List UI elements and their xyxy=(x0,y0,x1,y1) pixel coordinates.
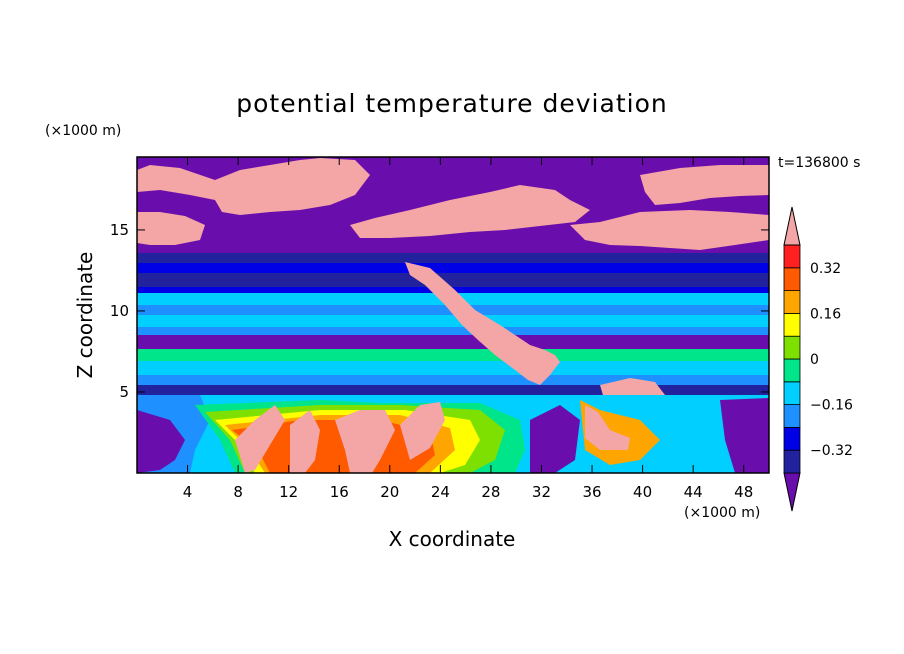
x-tick-label: 24 xyxy=(431,483,450,501)
field-region xyxy=(350,185,590,238)
x-tick-label: 16 xyxy=(330,483,349,501)
colorbar-extend-high xyxy=(783,206,801,246)
x-tick-label: 12 xyxy=(279,483,298,501)
field-band xyxy=(137,273,769,287)
colorbar-tick-label: 0 xyxy=(810,352,819,368)
field-band xyxy=(137,385,769,395)
x-tick-label: 32 xyxy=(532,483,551,501)
field-band xyxy=(137,315,769,327)
field-band xyxy=(137,327,769,335)
field-band xyxy=(137,361,769,375)
x-tick-label: 44 xyxy=(684,483,703,501)
colorbar xyxy=(783,206,801,512)
x-unit-label: (×1000 m) xyxy=(684,505,760,521)
field-region xyxy=(137,212,205,245)
colorbar-tick-label: 0.16 xyxy=(810,306,841,322)
y-tick-label: 10 xyxy=(110,302,129,320)
field-region xyxy=(640,165,769,205)
y-axis-label: Z coordinate xyxy=(73,252,97,379)
field-band xyxy=(137,335,769,349)
field-region xyxy=(400,402,445,460)
x-axis-ticks: 4 8 12 16 20 24 28 32 36 40 44 48 xyxy=(183,157,753,501)
colorbar-box xyxy=(783,426,801,451)
field-region xyxy=(137,410,185,473)
x-tick-label: 8 xyxy=(233,483,243,501)
field-region xyxy=(570,210,769,250)
colorbar-tick-label: 0.32 xyxy=(810,261,841,277)
colorbar-box xyxy=(783,290,801,314)
field-band xyxy=(137,375,769,385)
colorbar-box xyxy=(783,449,801,474)
field-band xyxy=(137,263,769,273)
y-tick-label: 5 xyxy=(119,383,129,401)
field-region xyxy=(137,158,370,215)
field-band xyxy=(137,349,769,361)
x-tick-label: 40 xyxy=(633,483,652,501)
field-region xyxy=(335,410,395,473)
y-axis-ticks: 5 10 15 xyxy=(110,221,769,401)
y-unit-label: (×1000 m) xyxy=(45,123,121,139)
field-region xyxy=(405,262,560,385)
x-tick-label: 4 xyxy=(183,483,193,501)
field-region xyxy=(290,410,320,473)
colorbar-box xyxy=(783,381,801,405)
field-region xyxy=(720,398,769,473)
x-tick-label: 48 xyxy=(734,483,753,501)
field-band xyxy=(137,253,769,263)
colorbar-box xyxy=(783,244,801,269)
colorbar-labels: 0.32 0.16 0 −0.16 −0.32 xyxy=(810,261,853,459)
colorbar-box xyxy=(783,404,801,428)
x-tick-label: 36 xyxy=(582,483,601,501)
colorbar-box xyxy=(783,358,801,383)
x-tick-label: 28 xyxy=(481,483,500,501)
colorbar-tick-label: −0.16 xyxy=(810,398,853,414)
time-label: t=136800 s xyxy=(778,155,860,171)
colorbar-box xyxy=(783,335,801,360)
colorbar-extend-low xyxy=(783,472,801,512)
colorbar-box xyxy=(783,267,801,291)
x-tick-label: 20 xyxy=(380,483,399,501)
plot-frame xyxy=(136,156,770,474)
field-region xyxy=(530,405,580,473)
field-region xyxy=(585,405,630,450)
x-axis-label: X coordinate xyxy=(389,527,516,551)
field-region xyxy=(235,405,285,473)
y-tick-label: 15 xyxy=(110,221,129,239)
chart-title: potential temperature deviation xyxy=(236,89,667,118)
heatmap-field xyxy=(137,157,769,473)
colorbar-box xyxy=(783,312,801,337)
colorbar-tick-label: −0.32 xyxy=(810,443,853,459)
